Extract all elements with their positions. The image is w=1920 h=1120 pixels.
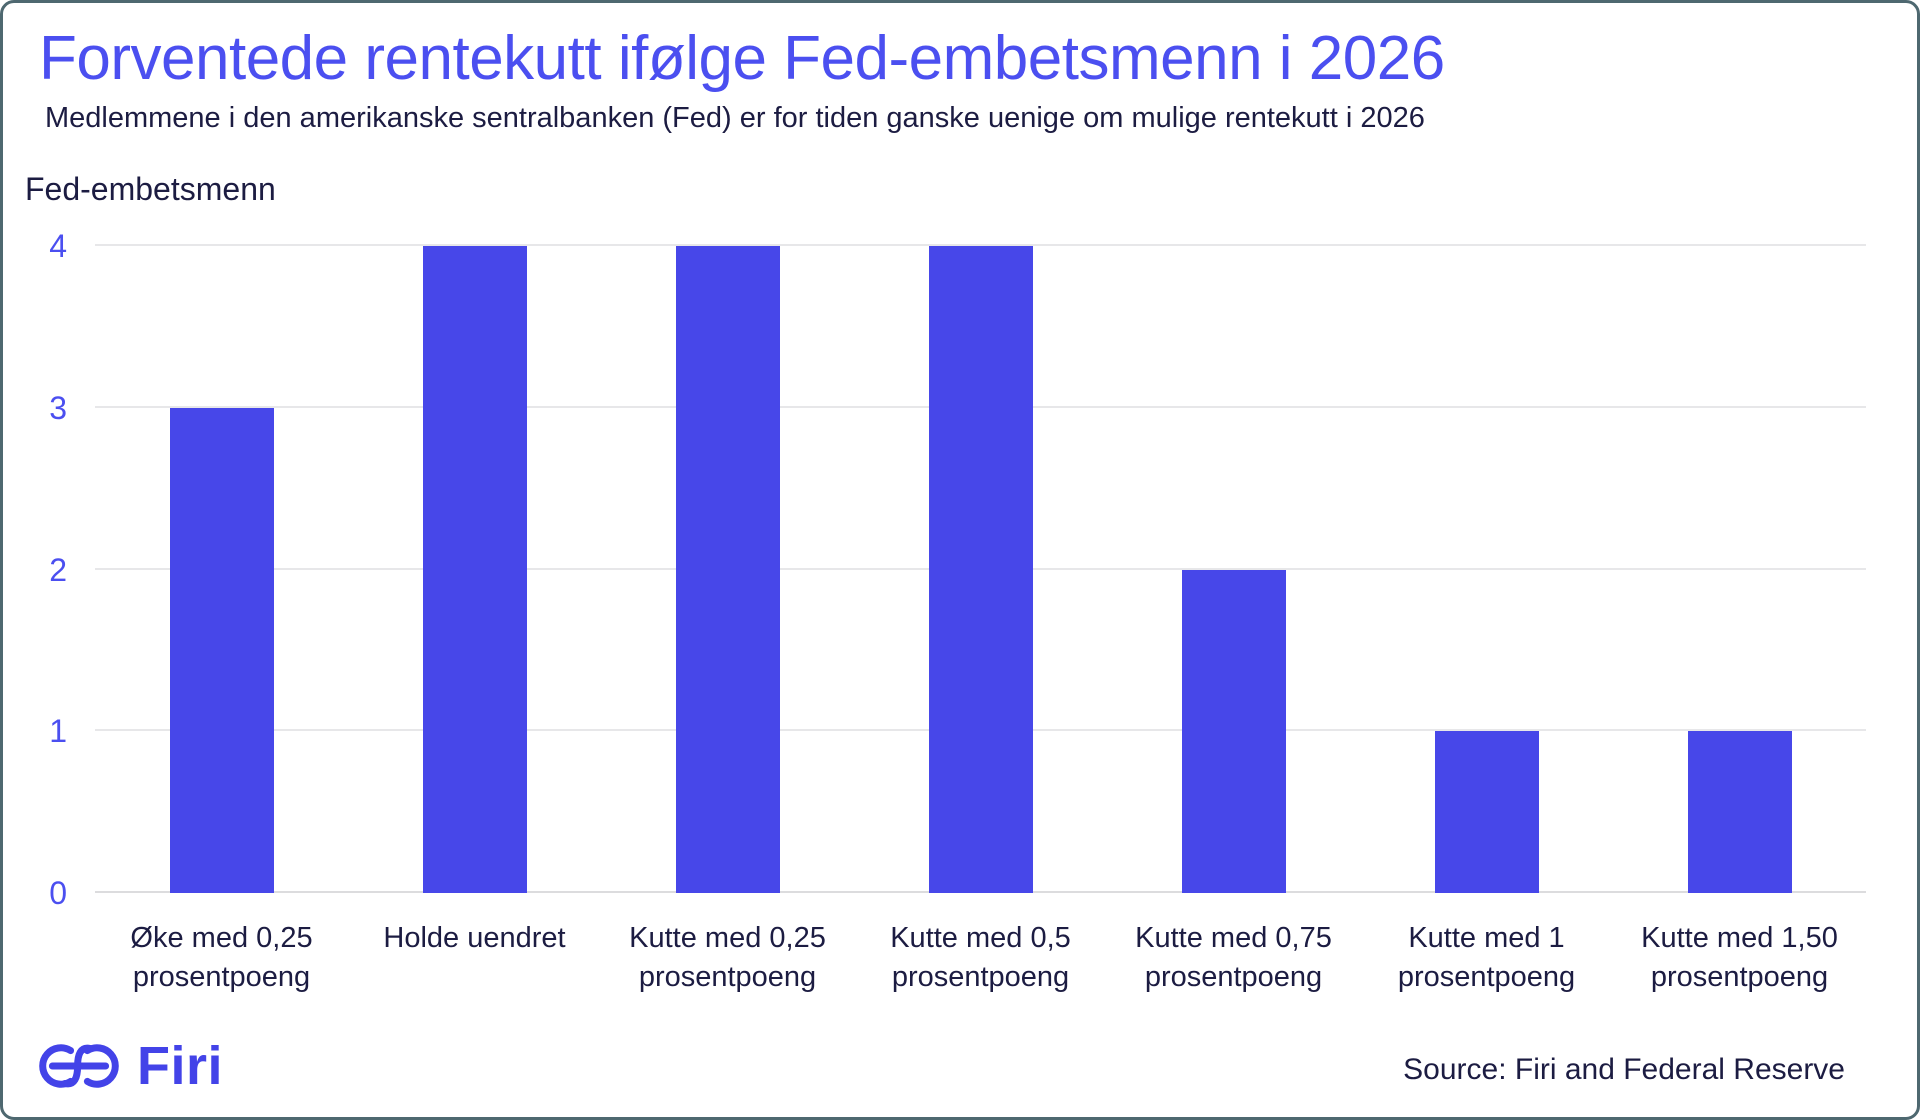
- bar-column-3: [601, 246, 854, 893]
- bar-holde-uendret: [422, 246, 527, 893]
- bar-kutte-med-0-75: [1181, 569, 1286, 893]
- bar-kutte-med-1-50: [1687, 731, 1792, 893]
- bar-column-4: [854, 246, 1107, 893]
- plot-area: 0 1 2 3 4: [49, 230, 1866, 909]
- gridline-4: [95, 244, 1866, 246]
- firi-logo-text: Firi: [137, 1036, 224, 1096]
- bar-oke-med-0-25: [169, 407, 274, 893]
- bar-kutte-med-0-5: [928, 246, 1033, 893]
- y-tick-2: 2: [49, 551, 67, 588]
- x-tick-label-6: Kutte med 1 prosentpoeng: [1397, 922, 1576, 994]
- bars-row: [95, 246, 1866, 893]
- bar-column-1: [95, 246, 348, 893]
- x-tick-label-3: Kutte med 0,25 prosentpoeng: [629, 922, 826, 994]
- firi-logo-icon: [39, 1044, 119, 1088]
- x-axis-labels: Øke med 0,25 prosentpoeng Holde uendret …: [95, 919, 1866, 997]
- bar-column-6: [1360, 246, 1613, 893]
- x-tick-label-1: Øke med 0,25 prosentpoeng: [130, 922, 313, 994]
- y-axis-label: Fed-embetsmenn: [25, 171, 276, 207]
- firi-logo: Firi: [37, 1035, 223, 1097]
- source-text: Source: Firi and Federal Reserve: [1403, 1053, 1845, 1086]
- y-tick-0: 0: [49, 875, 67, 911]
- x-tick-label-7: Kutte med 1,50 prosentpoeng: [1641, 922, 1838, 994]
- chart-subtitle: Medlemmene i den amerikanske sentralbank…: [45, 102, 1425, 134]
- y-tick-4: 4: [49, 228, 67, 264]
- y-tick-1: 1: [49, 713, 67, 750]
- y-tick-3: 3: [49, 389, 67, 426]
- x-tick-label-5: Kutte med 0,75 prosentpoeng: [1135, 922, 1332, 994]
- bar-column-5: [1107, 246, 1360, 893]
- bar-column-2: [348, 246, 601, 893]
- bar-kutte-med-1: [1434, 731, 1539, 893]
- bar-kutte-med-0-25: [675, 246, 780, 893]
- chart-title: Forventede rentekutt ifølge Fed-embetsme…: [39, 24, 1445, 93]
- x-tick-label-2: Holde uendret: [383, 922, 566, 954]
- bar-column-7: [1613, 246, 1866, 893]
- x-tick-label-4: Kutte med 0,5 prosentpoeng: [890, 922, 1071, 994]
